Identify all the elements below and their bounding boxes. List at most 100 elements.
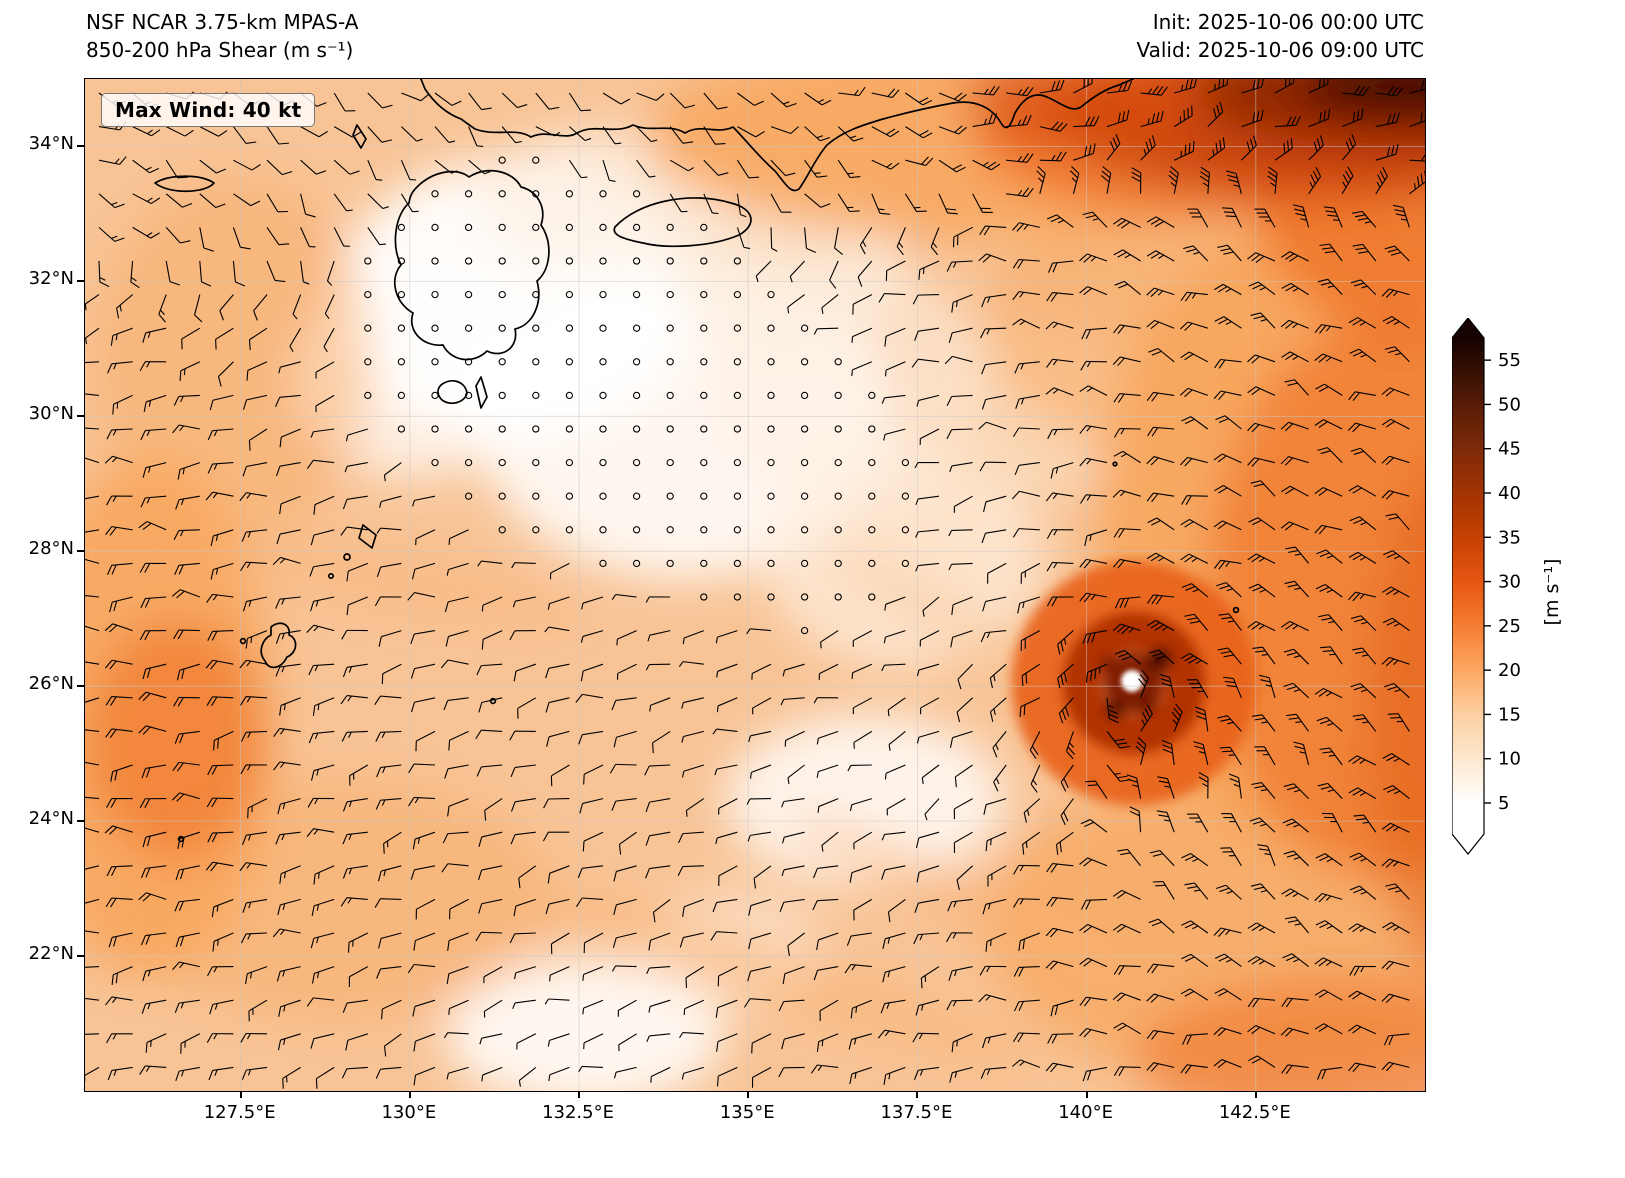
- wind-barb: [1248, 1055, 1276, 1068]
- wind-barb: [949, 1066, 973, 1083]
- calm-circle: [565, 358, 574, 366]
- wind-barb: [199, 126, 228, 137]
- wind-barb: [613, 898, 637, 915]
- wind-barb: [746, 628, 772, 635]
- wind-barb: [981, 294, 1007, 308]
- wind-barb: [1250, 883, 1276, 900]
- wind-barb: [277, 1033, 301, 1051]
- wind-barb: [1180, 988, 1209, 1001]
- map-plot: Max Wind: 40 kt: [84, 78, 1426, 1092]
- colorbar-unit-label: [m s⁻¹]: [1541, 558, 1563, 626]
- wind-barb: [669, 126, 694, 144]
- wind-barb: [919, 630, 940, 647]
- calm-circle: [700, 257, 708, 265]
- calm-circle: [666, 526, 674, 534]
- wind-barb: [176, 663, 200, 681]
- calm-circle: [700, 593, 708, 601]
- wind-barb: [714, 764, 738, 776]
- wind-barb: [175, 932, 200, 948]
- calm-circle: [632, 324, 641, 332]
- wind-barb: [1308, 79, 1330, 94]
- wind-barb: [85, 697, 100, 705]
- wind-barb: [602, 160, 616, 182]
- wind-barb: [947, 898, 973, 912]
- wind-barb: [444, 596, 469, 612]
- y-tick-mark: [77, 145, 84, 148]
- wind-barb: [677, 865, 704, 876]
- calm-circle: [800, 425, 809, 433]
- wind-barb: [378, 630, 402, 647]
- wind-barb: [484, 798, 503, 821]
- y-tick-label: 26°N: [28, 673, 74, 695]
- wind-barb: [333, 159, 360, 175]
- wind-barb: [848, 1033, 872, 1050]
- wind-barb: [568, 159, 588, 179]
- wind-barb: [1148, 649, 1175, 665]
- wind-barb: [779, 898, 805, 913]
- calm-circle: [733, 290, 742, 299]
- wind-barb: [105, 897, 133, 908]
- wind-barb: [737, 92, 764, 106]
- wind-barb: [1014, 999, 1040, 1012]
- wind-barb: [813, 966, 839, 981]
- wind-barb: [770, 227, 778, 252]
- calm-circle: [700, 526, 708, 534]
- wind-barb: [210, 562, 234, 580]
- wind-barb: [1146, 619, 1175, 632]
- wind-barb: [1223, 676, 1242, 699]
- wind-barb: [1241, 135, 1257, 161]
- wind-barb: [1215, 884, 1242, 900]
- wind-barb: [613, 865, 637, 882]
- calm-circle: [632, 190, 641, 198]
- wind-barb: [883, 1066, 906, 1085]
- wind-barb: [1079, 286, 1108, 296]
- wind-barb: [983, 798, 1007, 815]
- wind-barb: [272, 928, 301, 938]
- wind-barb: [1146, 963, 1175, 974]
- wind-barb: [1214, 283, 1242, 296]
- wind-barb: [535, 92, 560, 110]
- wind-barb: [141, 999, 167, 1014]
- wind-barb: [1114, 280, 1141, 296]
- wind-barb: [1030, 764, 1041, 793]
- wind-barb: [569, 126, 592, 142]
- wind-barb: [915, 999, 940, 1016]
- wind-barb: [1045, 492, 1074, 502]
- wind-barb: [1022, 831, 1041, 855]
- wind-barb: [716, 697, 738, 713]
- wind-barb: [194, 294, 203, 323]
- wind-barb: [847, 764, 872, 772]
- calm-circle: [464, 223, 473, 232]
- wind-barb: [211, 898, 234, 918]
- wind-barb: [448, 999, 469, 1015]
- wind-barb: [1381, 418, 1410, 430]
- wind-barb: [1112, 923, 1141, 934]
- wind-barb: [266, 260, 286, 283]
- wind-barb: [952, 226, 973, 248]
- wind-barb: [478, 831, 503, 848]
- wind-barb: [913, 932, 940, 945]
- calm-circle: [666, 358, 674, 366]
- wind-barb: [1146, 391, 1175, 402]
- wind-barb: [481, 630, 503, 650]
- wind-barb: [989, 663, 1007, 689]
- wind-barb: [245, 966, 268, 984]
- wind-barb: [951, 294, 973, 313]
- wind-barb: [930, 227, 940, 256]
- wind-barb: [85, 294, 100, 311]
- wind-barb: [885, 260, 906, 281]
- wind-barb: [1225, 170, 1242, 194]
- wind-barb: [1248, 517, 1276, 531]
- wind-barb: [1146, 1030, 1175, 1040]
- wind-barb: [478, 697, 503, 713]
- wind-barb: [308, 663, 335, 676]
- wind-barb: [381, 999, 402, 1020]
- wind-barb: [648, 932, 671, 951]
- wind-barb: [341, 1066, 368, 1079]
- wind-barb: [340, 897, 368, 907]
- wind-barb: [1012, 318, 1041, 329]
- wind-barb: [1073, 79, 1093, 94]
- wind-barb: [1280, 421, 1309, 432]
- wind-barb: [1182, 1033, 1208, 1045]
- wind-barb: [142, 966, 167, 982]
